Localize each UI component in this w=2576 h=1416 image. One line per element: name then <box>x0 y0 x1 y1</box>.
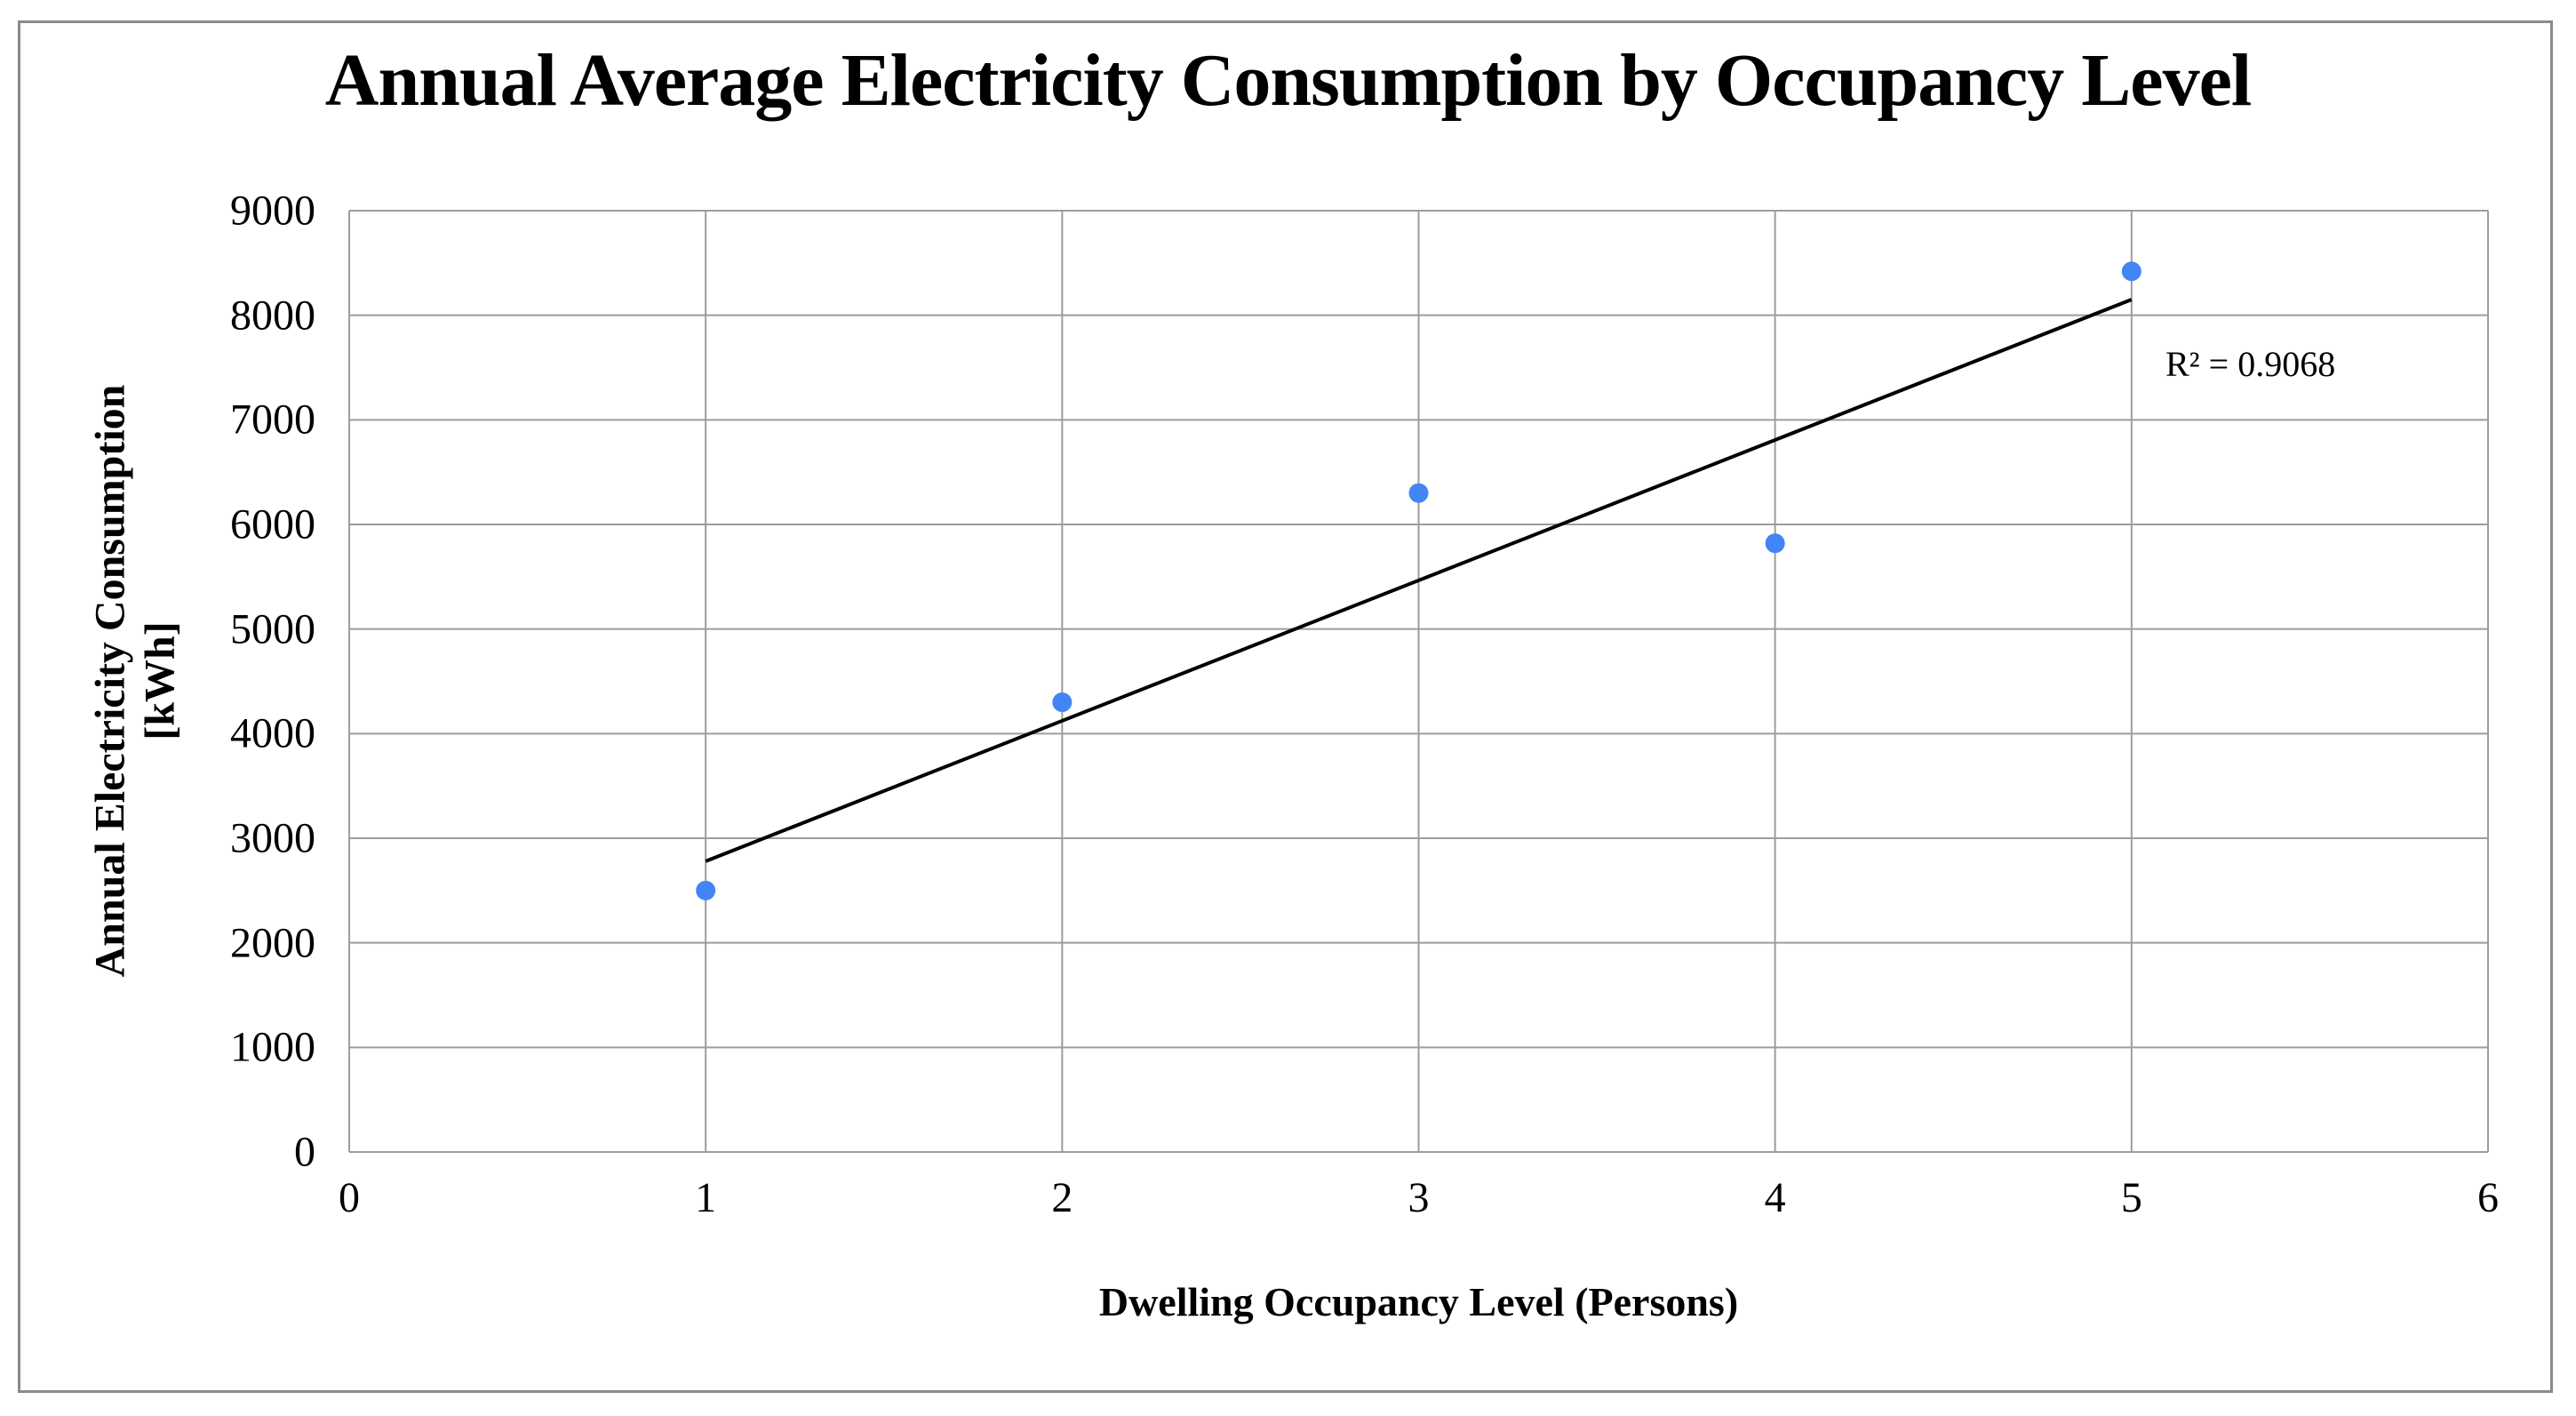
x-tick-label: 5 <box>2120 1174 2142 1221</box>
x-tick-label: 4 <box>1764 1174 1786 1221</box>
plot-area <box>348 210 2489 1153</box>
x-tick-labels: 0 1 2 3 4 5 6 <box>339 1173 2499 1236</box>
y-tick-label: 6000 <box>230 500 315 548</box>
x-axis-title: Dwelling Occupancy Level (Persons) <box>1098 1279 1739 1324</box>
y-tick-labels: 0 1000 2000 3000 4000 5000 6000 7000 8000 9000 <box>0 188 315 1176</box>
x-tick-label: 2 <box>1051 1174 1073 1221</box>
x-tick-label: 6 <box>2477 1174 2499 1221</box>
y-tick-label: 4000 <box>230 709 315 757</box>
y-tick-label: 5000 <box>230 605 315 653</box>
x-tick-label: 1 <box>695 1174 717 1221</box>
data-point <box>2121 261 2141 282</box>
chart-canvas <box>18 20 2553 1393</box>
x-tick-label: 3 <box>1408 1174 1430 1221</box>
r-squared-label: R² = 0.9068 <box>2165 344 2336 384</box>
chart-title: Annual Average Electricity Consumption b… <box>324 39 2252 122</box>
y-tick-label: 7000 <box>230 396 315 444</box>
data-point <box>1765 533 1785 554</box>
y-tick-label: 3000 <box>230 814 315 862</box>
y-tick-label: 1000 <box>230 1023 315 1071</box>
x-tick-label: 0 <box>339 1174 360 1221</box>
data-point <box>1408 483 1429 503</box>
data-point <box>696 880 716 900</box>
y-tick-label: 9000 <box>230 187 315 235</box>
y-tick-label: 8000 <box>230 292 315 340</box>
plot-svg <box>348 210 2489 1153</box>
y-tick-label: 0 <box>294 1128 315 1176</box>
data-point <box>1052 692 1073 713</box>
y-tick-label: 2000 <box>230 919 315 967</box>
trendline <box>705 298 2133 863</box>
